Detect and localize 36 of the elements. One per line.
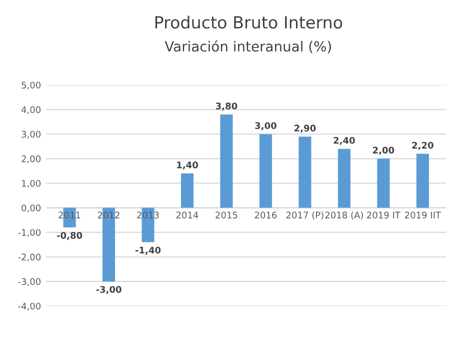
- data-label: 2,40: [334, 136, 355, 145]
- y-tick-label: -1,00: [18, 229, 41, 237]
- y-tick-label: 4,00: [21, 106, 41, 114]
- x-tick-label: 2019 IT: [367, 212, 400, 218]
- x-tick-label: 2015: [216, 212, 238, 218]
- y-tick-label: -3,00: [18, 278, 41, 286]
- x-tick-label: 2017 (P): [286, 211, 324, 220]
- chart-title: Producto Bruto Interno: [155, 16, 342, 29]
- data-label: 2,20: [412, 142, 434, 150]
- bar: [377, 158, 390, 208]
- bar: [416, 154, 429, 208]
- data-label: -1,40: [135, 246, 161, 255]
- data-label: 1,40: [177, 162, 198, 170]
- y-tick-label: -2,00: [18, 254, 41, 262]
- data-label: 3,00: [255, 122, 276, 130]
- bar: [259, 134, 272, 208]
- data-label: -0,80: [57, 232, 82, 240]
- y-tick-label: 3,00: [22, 130, 41, 139]
- data-label: 3,80: [216, 102, 238, 111]
- bar: [298, 136, 312, 208]
- x-tick-label: 2018 (A): [325, 211, 363, 220]
- y-tick-label: -4,00: [18, 302, 41, 310]
- data-label: 2,00: [373, 146, 394, 155]
- bar: [180, 173, 194, 208]
- data-label: 2,90: [294, 124, 316, 133]
- data-label: -3,00: [96, 286, 122, 294]
- chart-subtitle: Variación interanual (%): [164, 40, 331, 54]
- bar: [220, 114, 233, 208]
- x-tick-label: 2019 IIT: [404, 212, 442, 218]
- x-tick-label: 2016: [254, 212, 277, 218]
- y-tick-label: 5,00: [22, 82, 41, 90]
- bar: [338, 148, 350, 208]
- y-tick-label: 1,00: [22, 180, 41, 188]
- y-tick-label: 2,00: [22, 155, 41, 164]
- y-tick-label: 0,00: [22, 204, 41, 212]
- x-tick-label: 2014: [176, 212, 198, 218]
